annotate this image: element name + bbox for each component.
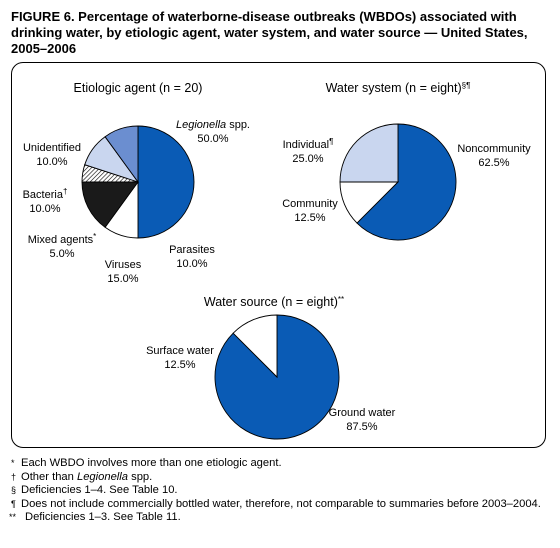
value-mixed-agents: 5.0%: [49, 248, 74, 260]
value-viruses: 15.0%: [107, 273, 138, 285]
footnote-2-marker: †: [11, 471, 17, 482]
pie-slice-unidentified: [104, 125, 139, 184]
label-mixed-agents: Mixed agents*: [28, 232, 97, 247]
footnote-4: ¶ Does not include commercially bottled …: [11, 498, 549, 512]
footnote-4-text: Does not include commercially bottled wa…: [21, 497, 541, 510]
chart-labels: Etiologic agent (n = 20) Water system (n …: [23, 81, 532, 434]
value-community: 12.5%: [294, 212, 325, 224]
footnote-5-marker: **: [9, 512, 17, 523]
figure-title: FIGURE 6. Percentage of waterborne-disea…: [11, 9, 528, 56]
label-bacteria: Bacteria†: [23, 187, 68, 202]
footnote-3: § Deficiencies 1–4. See Table 10.: [11, 484, 549, 498]
footnotes: * Each WBDO involves more than one etiol…: [9, 457, 549, 525]
value-noncommunity: 62.5%: [478, 157, 509, 169]
footnote-1-marker: *: [11, 458, 15, 468]
water-system-title: Water system (n = eight)§¶: [326, 81, 471, 96]
footnote-5-text: Deficiencies 1–3. See Table 11.: [25, 511, 181, 524]
value-individual: 25.0%: [292, 153, 323, 165]
pie-slice-legionella-spp: [137, 125, 195, 239]
chart-panel: [11, 62, 546, 448]
label-noncommunity: Noncommunity: [457, 143, 531, 155]
footnote-1-text: Each WBDO involves more than one etiolog…: [21, 457, 282, 469]
pie-slice-individual: [339, 123, 399, 183]
label-legionella: Legionella spp.: [176, 119, 250, 131]
footnote-2-text-before: Other than: [21, 470, 77, 483]
footnote-3-marker: §: [11, 485, 17, 496]
value-parasites: 10.0%: [176, 258, 207, 270]
etiologic-agent-pie: [81, 125, 195, 239]
pie-slice-surface-water: [232, 314, 278, 379]
footnote-3-text: Deficiencies 1–4. See Table 10.: [21, 484, 178, 497]
value-bacteria: 10.0%: [29, 203, 60, 215]
water-source-title: Water source (n = eight)**: [204, 295, 344, 310]
value-legionella: 50.0%: [197, 133, 228, 145]
label-viruses: Viruses: [105, 259, 142, 271]
pie-slice-noncommunity: [356, 123, 457, 241]
footnote-2: † Other than Legionella spp.: [11, 471, 549, 485]
water-source-pie: [214, 314, 340, 440]
label-parasites: Parasites: [169, 244, 215, 256]
water-system-pie: [339, 123, 457, 241]
value-unidentified: 10.0%: [36, 156, 67, 168]
footnote-2-italic: Legionella: [76, 470, 128, 483]
label-ground-water: Ground water: [329, 407, 396, 419]
value-surface-water: 12.5%: [164, 359, 195, 371]
pie-slice-viruses: [81, 181, 139, 228]
footnote-2-text-after: spp.: [128, 470, 153, 483]
etiologic-agent-title: Etiologic agent (n = 20): [74, 81, 203, 95]
label-community: Community: [282, 198, 338, 210]
label-individual: Individual¶: [283, 137, 334, 152]
label-unidentified: Unidentified: [23, 142, 81, 154]
label-surface-water: Surface water: [146, 345, 214, 357]
footnote-5: ** Deficiencies 1–3. See Table 11.: [9, 511, 549, 525]
footnote-1: * Each WBDO involves more than one etiol…: [11, 457, 549, 471]
footnote-4-marker: ¶: [11, 498, 16, 509]
value-ground-water: 87.5%: [346, 421, 377, 433]
